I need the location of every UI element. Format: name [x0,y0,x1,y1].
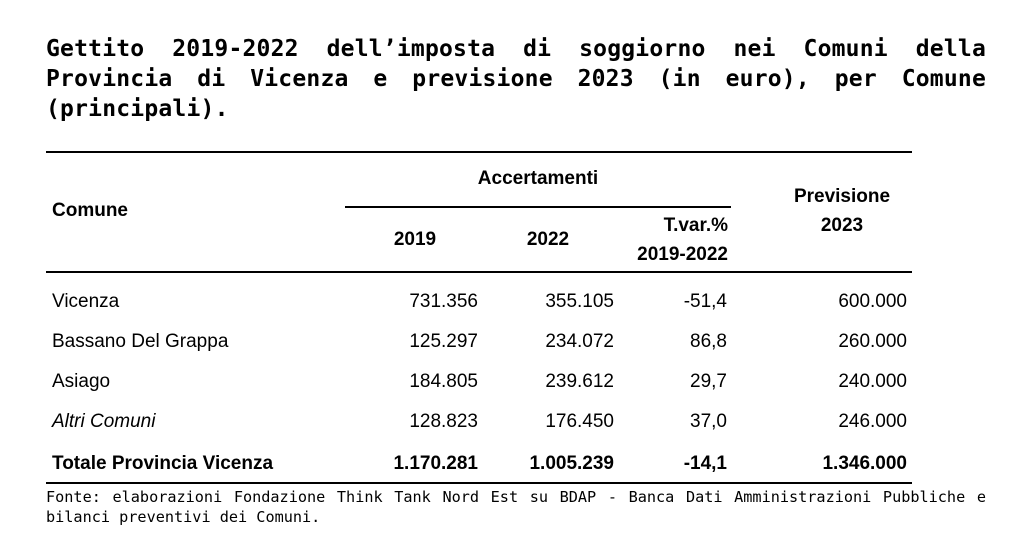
source-note: Fonte: elaborazioni Fondazione Think Tan… [46,488,986,526]
table-row-tvar: 37,0 [690,411,727,432]
table-row-2019: 731.356 [409,291,478,312]
top-rule [46,151,912,153]
total-row-comune: Totale Provincia Vicenza [52,453,274,474]
table-row-tvar: 29,7 [690,371,727,392]
header-tvar-line2: 2019-2022 [637,244,728,265]
total-row-tvar: -14,1 [683,453,727,474]
header-bottom-rule [46,271,912,273]
table-row-tvar: 86,8 [690,331,727,352]
table-row-2022: 239.612 [545,371,614,392]
accertamenti-rule [345,206,731,208]
table-title: Gettito 2019-2022 dell’imposta di soggio… [46,36,986,122]
table-row-2019: 125.297 [409,331,478,352]
table-row-previsione: 260.000 [838,331,907,352]
table-row-comune: Vicenza [52,291,120,312]
total-row-previsione: 1.346.000 [822,453,907,474]
table-row-2022: 355.105 [545,291,614,312]
table-row-comune: Asiago [52,371,111,392]
table-row-2019: 184.805 [409,371,478,392]
header-accertamenti: Accertamenti [477,168,599,189]
header-tvar-line1: T.var.% [663,215,728,236]
table-row-2022: 176.450 [545,411,614,432]
table-row-previsione: 246.000 [838,411,907,432]
table-row-comune: Altri Comuni [52,411,156,432]
table-row-2022: 234.072 [545,331,614,352]
table-row-previsione: 240.000 [838,371,907,392]
header-previsione-line1: Previsione [793,186,891,207]
header-comune: Comune [52,200,128,221]
table-row-tvar: -51,4 [683,291,727,312]
table-row-previsione: 600.000 [838,291,907,312]
total-row-2022: 1.005.239 [529,453,614,474]
header-previsione-line2: 2023 [820,215,864,236]
table-row-comune: Bassano Del Grappa [52,331,229,352]
header-2019: 2019 [393,229,437,250]
header-2022: 2022 [526,229,570,250]
bottom-rule [46,482,912,484]
table-row-2019: 128.823 [409,411,478,432]
total-row-2019: 1.170.281 [393,453,478,474]
